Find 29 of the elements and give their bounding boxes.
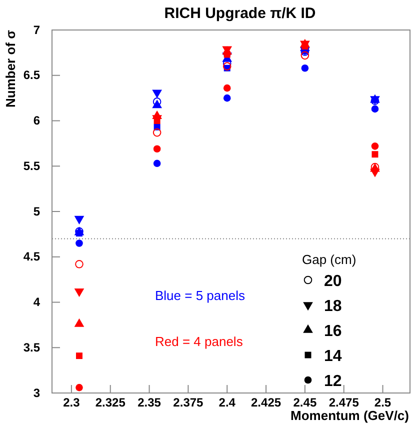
y-axis-title: Number of σ <box>3 30 18 108</box>
x-tick-label: 2.3 <box>63 396 80 410</box>
x-tick-label: 2.45 <box>293 396 317 410</box>
y-tick-label: 7 <box>33 22 40 37</box>
annotation: 14 <box>324 348 342 365</box>
annotation: Blue = 5 panels <box>155 288 246 303</box>
x-tick-label: 2.35 <box>138 396 162 410</box>
y-tick-label: 3 <box>33 386 40 400</box>
annotation: 12 <box>324 373 342 390</box>
x-tick-label: 2.325 <box>95 396 126 410</box>
annotation: Red = 4 panels <box>155 334 244 349</box>
y-tick-label: 5 <box>33 204 40 218</box>
x-tick-label: 2.425 <box>251 396 282 410</box>
x-tick-label: 2.4 <box>218 396 236 410</box>
x-tick-label: 2.375 <box>173 396 204 410</box>
y-tick-label: 3.5 <box>23 340 40 354</box>
x-tick-label: 2.5 <box>374 396 392 410</box>
x-tick-label: 2.475 <box>328 396 360 410</box>
annotation: 18 <box>324 298 342 315</box>
y-tick-label: 6.5 <box>23 68 40 82</box>
y-tick-label: 4 <box>33 295 40 310</box>
y-tick-label: 6 <box>33 114 40 128</box>
annotation: 20 <box>324 273 342 290</box>
chart-title: RICH Upgrade π/K ID <box>164 5 316 22</box>
x-axis-title: Momentum (GeV/c) <box>290 408 409 423</box>
annotation: Gap (cm) <box>302 252 356 267</box>
y-tick-label: 4.5 <box>23 250 40 264</box>
annotation: 16 <box>324 323 342 340</box>
y-tick-label: 5.5 <box>23 158 40 173</box>
